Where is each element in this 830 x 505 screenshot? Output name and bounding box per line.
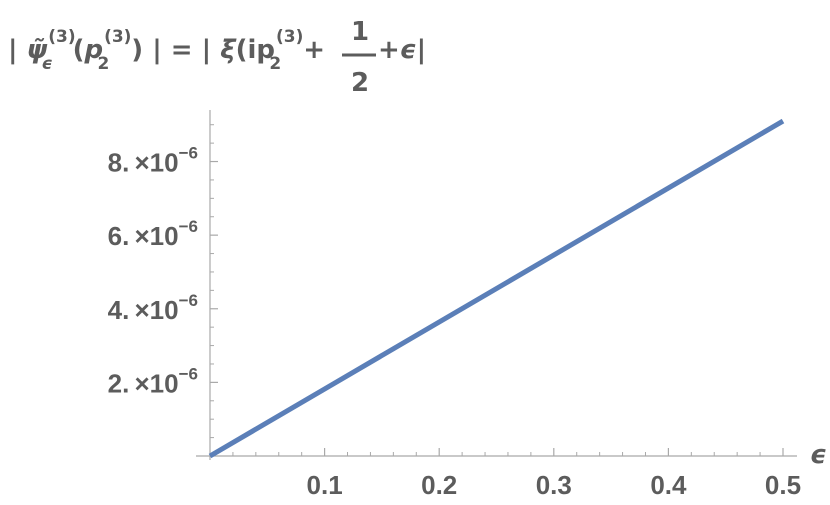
y-tick-label: 4. ×10−6: [108, 291, 198, 325]
x-tick-label: 0.2: [421, 470, 457, 500]
title-arg-close: ): [131, 35, 143, 65]
svg-text:+ϵ|: +ϵ|: [378, 35, 426, 65]
y-tick-label: 2. ×10−6: [108, 364, 198, 398]
series-line: [208, 118, 785, 459]
x-tick-label: 0.1: [307, 470, 343, 500]
chart-title: | ψ̃(3) ϵ (p(3) 2) | = | ξ(ip(3) 2 + 1 2 +ϵ|: [8, 17, 426, 98]
title-psi: ψ̃: [27, 35, 48, 65]
svg-text:| ψ̃(3)ϵ(p(3)2) | = | ξ(ip(3)2: | ψ̃(3) ϵ (p(3) 2) | = | ξ(ip(3) 2 +: [8, 27, 325, 74]
title-p-sup: (3): [104, 27, 131, 47]
series-layer: [208, 118, 785, 459]
title-arg-open: (: [73, 35, 85, 65]
title-plus-1: +: [303, 35, 325, 65]
title-plus-2: +: [378, 35, 400, 65]
title-p: p: [83, 35, 103, 65]
title-psi-sub: ϵ: [42, 54, 53, 74]
title-lhs-close: |: [143, 35, 162, 65]
y-ticks: 2. ×10−6 4. ×10−6 6. ×10−6 8. ×10−6: [108, 144, 218, 398]
x-ticks: 0.1 0.2 0.3 0.4 0.5: [307, 448, 801, 500]
minor-ticks: [210, 124, 761, 456]
y-tick-label: 6. ×10−6: [108, 217, 198, 251]
title-rhs-open: |: [202, 35, 221, 65]
title-rhs-paren: (ip: [236, 35, 275, 65]
x-tick-label: 0.4: [650, 470, 687, 500]
x-tick-label: 0.5: [765, 470, 801, 500]
title-xi: ξ: [220, 35, 237, 65]
title-lhs-open: |: [8, 35, 27, 65]
title-frac-numerator: 1: [351, 17, 369, 47]
title-rhs-p-sub: 2: [269, 54, 281, 74]
title-frac-denominator: 2: [351, 68, 369, 98]
y-tick-label: 8. ×10−6: [108, 144, 198, 178]
title-eps: ϵ: [400, 35, 417, 65]
title-rhs-p-sup: (3): [276, 27, 303, 47]
title-psi-sup: (3): [48, 27, 75, 47]
x-axis-label: ϵ: [810, 440, 827, 470]
title-equals: =: [162, 35, 202, 65]
axes: [196, 110, 797, 460]
title-p-sub: 2: [97, 54, 109, 74]
x-tick-label: 0.3: [536, 470, 572, 500]
title-rhs-close: |: [417, 35, 427, 65]
